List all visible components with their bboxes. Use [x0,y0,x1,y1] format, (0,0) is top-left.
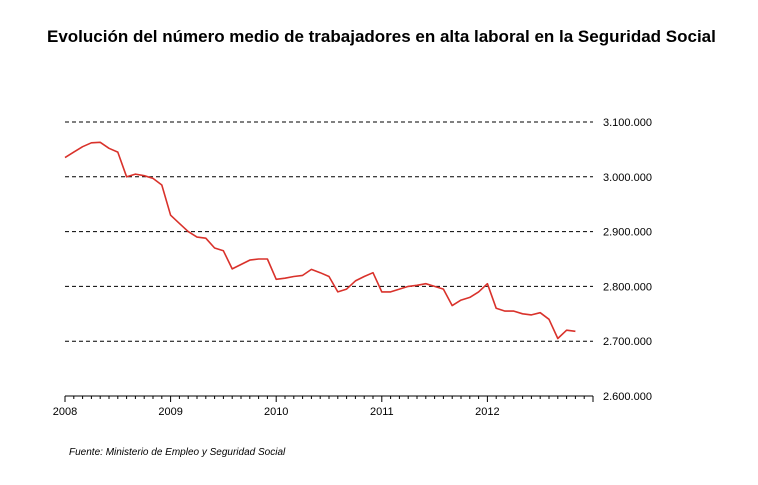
x-tick-label: 2009 [158,406,182,418]
series-line-0 [64,141,576,340]
y-tick-label: 3.000.000 [603,172,652,184]
x-axis: 2008 2009 2010 2011 2012 [53,395,594,418]
y-tick-label: 2.700.000 [603,336,652,348]
chart-title: Evolución del número medio de trabajador… [47,27,716,46]
x-tick-label: 2008 [53,406,77,418]
x-tick-label: 2011 [370,406,394,418]
source-note: Fuente: Ministerio de Empleo y Seguridad… [69,447,286,458]
series-group [64,141,576,340]
x-tick-label: 2010 [264,406,288,418]
y-tick-label: 3.100.000 [603,117,652,129]
y-tick-label: 2.600.000 [603,391,652,403]
x-tick-label: 2012 [475,406,499,418]
y-tick-label: 2.800.000 [603,281,652,293]
y-axis: 2.600.000 2.700.000 2.800.000 2.900.000 3.00… [603,117,652,403]
gridlines [65,121,593,342]
y-tick-label: 2.900.000 [603,227,652,239]
